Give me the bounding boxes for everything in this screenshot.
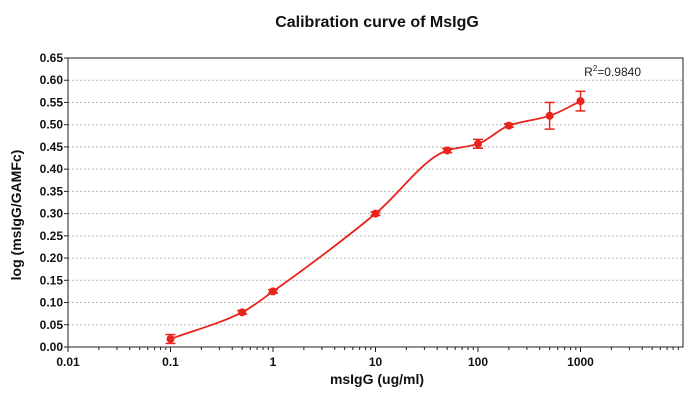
axis-ticks: 0.00 0.05 0.10 0.15 0.20 0.25 0.30 0.35 0.40 0.45… bbox=[40, 51, 679, 369]
x-tick-label: 10 bbox=[369, 355, 383, 369]
y-tick-label: 0.10 bbox=[40, 296, 64, 310]
y-tick-label: 0.15 bbox=[40, 273, 64, 287]
data-point bbox=[166, 334, 175, 343]
x-tick-label: 1000 bbox=[567, 355, 594, 369]
y-tick-label: 0.50 bbox=[40, 118, 64, 132]
y-tick-label: 0.55 bbox=[40, 95, 64, 109]
y-tick-label: 0.35 bbox=[40, 184, 64, 198]
y-tick-label: 0.25 bbox=[40, 229, 64, 243]
fit-curve-group bbox=[170, 100, 581, 340]
y-tick-label: 0.20 bbox=[40, 251, 64, 265]
x-tick-label: 0.1 bbox=[162, 355, 179, 369]
x-tick-label: 1 bbox=[270, 355, 277, 369]
data-point bbox=[371, 209, 380, 218]
fit-curve bbox=[170, 100, 581, 340]
data-point bbox=[504, 121, 513, 130]
r-squared-value: =0.9840 bbox=[597, 65, 641, 79]
data-points bbox=[165, 90, 586, 345]
data-point bbox=[474, 139, 482, 148]
grid-lines bbox=[68, 79, 683, 326]
plot-frame bbox=[67, 57, 684, 348]
data-point bbox=[238, 308, 247, 317]
x-axis-label: msIgG (ug/ml) bbox=[330, 371, 424, 387]
data-point bbox=[443, 146, 452, 155]
y-tick-label: 0.00 bbox=[40, 340, 64, 354]
data-point bbox=[576, 97, 585, 106]
data-point bbox=[545, 111, 554, 120]
y-tick-label: 0.60 bbox=[40, 73, 64, 87]
x-tick-label: 0.01 bbox=[56, 355, 80, 369]
y-tick-label: 0.30 bbox=[40, 207, 64, 221]
y-tick-label: 0.45 bbox=[40, 140, 64, 154]
r-squared-exponent: 2 bbox=[593, 64, 598, 73]
y-tick-label: 0.40 bbox=[40, 162, 64, 176]
r-squared-prefix: R bbox=[584, 65, 593, 79]
y-axis-label: log (msIgG/GAMFc) bbox=[8, 150, 24, 281]
y-tick-label: 0.65 bbox=[40, 51, 64, 65]
y-tick-label: 0.05 bbox=[40, 318, 64, 332]
chart-title: Calibration curve of MsIgG bbox=[275, 14, 479, 31]
x-tick-label: 100 bbox=[468, 355, 488, 369]
data-point bbox=[269, 287, 277, 296]
r-squared-annotation: R2=0.9840 bbox=[584, 64, 641, 79]
